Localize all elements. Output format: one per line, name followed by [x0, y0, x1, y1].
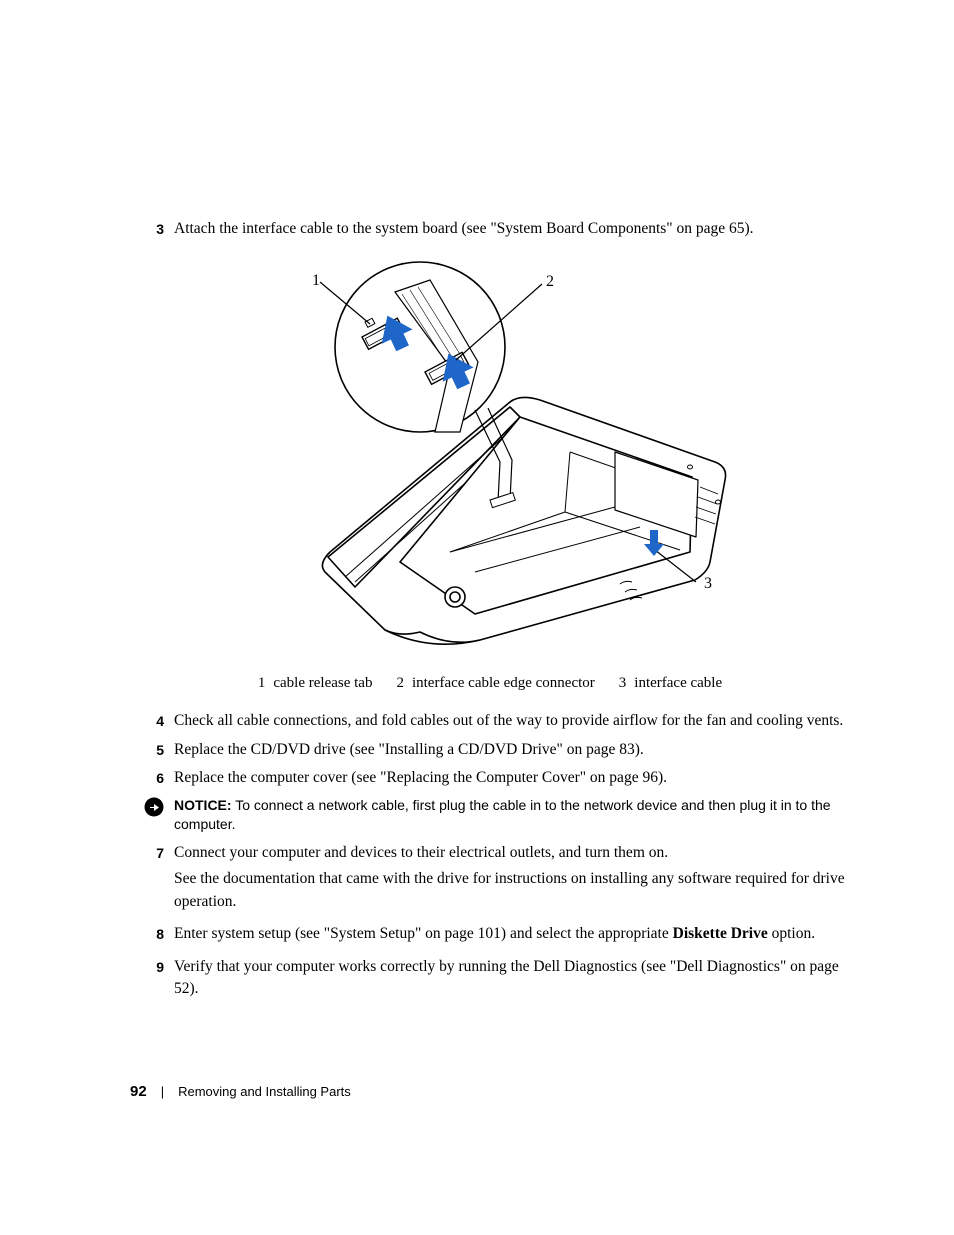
- notice-label: NOTICE:: [174, 797, 232, 813]
- step-text: Replace the computer cover (see "Replaci…: [174, 767, 850, 789]
- step-9: 9 Verify that your computer works correc…: [130, 956, 850, 1005]
- step-4: 4 Check all cable connections, and fold …: [130, 710, 850, 732]
- legend-item: 3 interface cable: [619, 675, 722, 692]
- step-text: Attach the interface cable to the system…: [174, 218, 850, 240]
- step-text: Enter system setup (see "System Setup" o…: [174, 923, 850, 949]
- step-text: Connect your computer and devices to the…: [174, 842, 850, 917]
- legend-text: interface cable edge connector: [412, 675, 595, 692]
- notice-text: NOTICE: To connect a network cable, firs…: [174, 796, 850, 834]
- legend-item: 2 interface cable edge connector: [396, 675, 594, 692]
- callout-2: 2: [546, 273, 554, 290]
- legend-text: cable release tab: [273, 675, 372, 692]
- step-number: 4: [130, 710, 174, 732]
- step-6: 6 Replace the computer cover (see "Repla…: [130, 767, 850, 789]
- legend-item: 1 cable release tab: [258, 675, 373, 692]
- step-para: Verify that your computer works correctl…: [174, 956, 850, 1001]
- page: 3 Attach the interface cable to the syst…: [0, 0, 954, 1235]
- step-number: 9: [130, 956, 174, 1005]
- step-para: See the documentation that came with the…: [174, 868, 850, 913]
- legend-num: 1: [258, 675, 266, 692]
- step-para: Enter system setup (see "System Setup" o…: [174, 923, 850, 945]
- step-number: 6: [130, 767, 174, 789]
- notice-icon: [130, 796, 174, 834]
- step-number: 3: [130, 218, 174, 240]
- footer-separator: |: [161, 1084, 164, 1099]
- step-8: 8 Enter system setup (see "System Setup"…: [130, 923, 850, 949]
- step-5: 5 Replace the CD/DVD drive (see "Install…: [130, 739, 850, 761]
- content-column: 3 Attach the interface cable to the syst…: [130, 218, 850, 1010]
- callout-1: 1: [312, 272, 320, 289]
- page-number: 92: [130, 1083, 147, 1100]
- step-text: Replace the CD/DVD drive (see "Installin…: [174, 739, 850, 761]
- step-text: Check all cable connections, and fold ca…: [174, 710, 850, 732]
- legend-num: 2: [396, 675, 404, 692]
- legend-text: interface cable: [634, 675, 722, 692]
- diagram-svg: 1 2 3: [220, 252, 760, 652]
- notice: NOTICE: To connect a network cable, firs…: [130, 796, 850, 834]
- step-number: 8: [130, 923, 174, 949]
- step-number: 5: [130, 739, 174, 761]
- step-text: Verify that your computer works correctl…: [174, 956, 850, 1005]
- page-footer: 92 | Removing and Installing Parts: [130, 1083, 351, 1100]
- step-number: 7: [130, 842, 174, 917]
- callout-3: 3: [704, 575, 712, 592]
- step-3: 3 Attach the interface cable to the syst…: [130, 218, 850, 240]
- legend-num: 3: [619, 675, 627, 692]
- footer-section: Removing and Installing Parts: [178, 1084, 351, 1099]
- step-7: 7 Connect your computer and devices to t…: [130, 842, 850, 917]
- step-para: Connect your computer and devices to the…: [174, 842, 850, 864]
- notice-body-text: To connect a network cable, first plug t…: [174, 797, 831, 832]
- figure-legend: 1 cable release tab 2 interface cable ed…: [130, 675, 850, 692]
- figure: 1 2 3: [130, 252, 850, 657]
